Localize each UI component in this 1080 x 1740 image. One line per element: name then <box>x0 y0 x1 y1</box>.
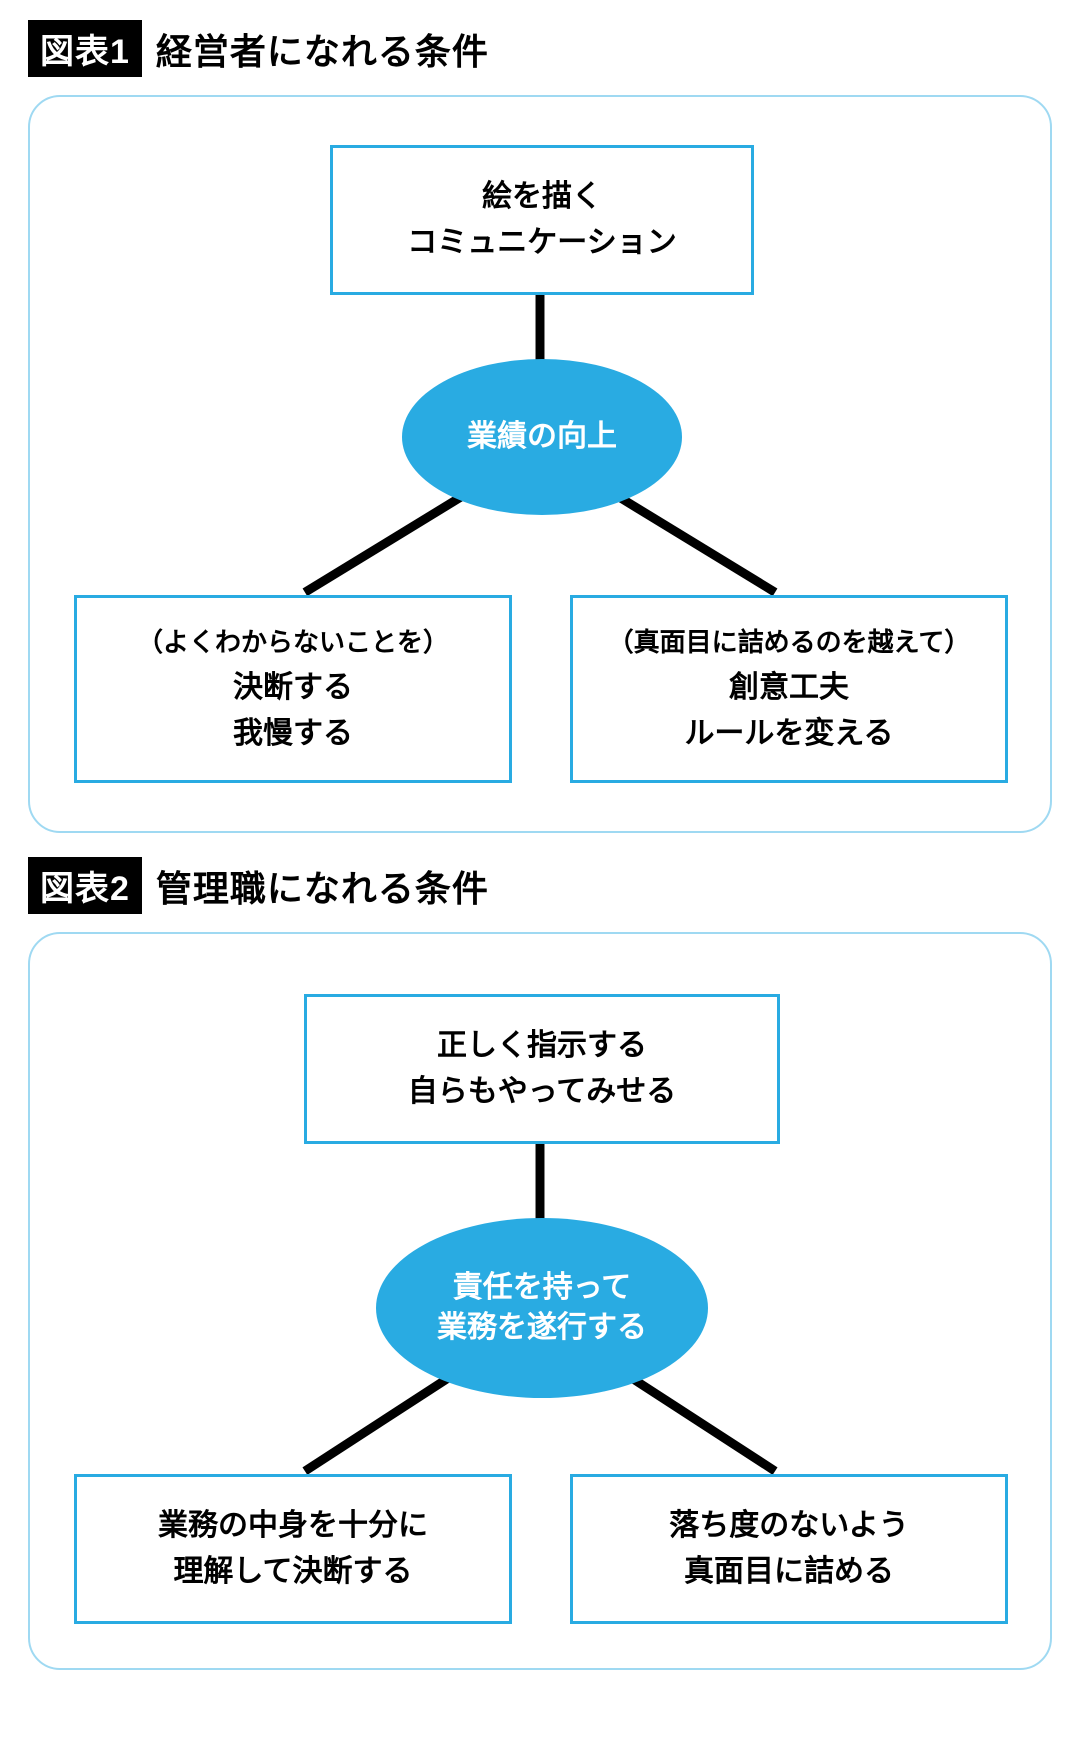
connector-line <box>305 489 474 592</box>
figure-block-1: 図表1 経営者になれる条件業績の向上 絵を描くコミュニケーション （よくわからないこと… <box>28 20 1052 833</box>
figure-badge: 図表1 <box>28 20 142 77</box>
figure-header: 図表2 管理職になれる条件 <box>28 857 1052 914</box>
figure-block-2: 図表2 管理職になれる条件責任を持って業務を遂行する 正しく指示する自らもやってみせ… <box>28 857 1052 1670</box>
node-text-line: 真面目に詰める <box>684 1549 894 1596</box>
connector-line <box>616 1368 775 1471</box>
node-box-left: （よくわからないことを）決断する我慢する <box>74 595 512 783</box>
connector-line <box>606 489 775 592</box>
node-text-line: 絵を描く <box>482 174 602 221</box>
node-text-line: 落ち度のないよう <box>669 1503 908 1550</box>
center-ellipse: 責任を持って業務を遂行する <box>376 1218 708 1398</box>
node-paren-text: （よくわからないことを） <box>137 620 449 664</box>
node-text-line: 理解して決断する <box>173 1549 412 1596</box>
node-text-line: 自らもやってみせる <box>408 1069 677 1116</box>
node-box-left: 業務の中身を十分に理解して決断する <box>74 1474 512 1624</box>
ellipse-label: 責任を持って <box>453 1268 632 1309</box>
node-box-top: 正しく指示する自らもやってみせる <box>304 994 780 1144</box>
connector-line <box>305 1368 464 1471</box>
diagram-panel: 業績の向上 絵を描くコミュニケーション （よくわからないことを）決断する我慢する （真… <box>28 95 1052 833</box>
node-text-line: 創意工夫 <box>729 665 849 712</box>
node-box-right: （真面目に詰めるのを越えて）創意工夫ルールを変える <box>570 595 1008 783</box>
figure-header: 図表1 経営者になれる条件 <box>28 20 1052 77</box>
figure-title: 管理職になれる条件 <box>156 860 489 912</box>
center-ellipse: 業績の向上 <box>402 359 682 515</box>
node-text-line: 我慢する <box>233 711 353 758</box>
ellipse-label: 業績の向上 <box>467 417 617 458</box>
node-text-line: 業務の中身を十分に <box>158 1503 428 1550</box>
diagram-panel: 責任を持って業務を遂行する 正しく指示する自らもやってみせる業務の中身を十分に理解… <box>28 932 1052 1670</box>
node-box-top: 絵を描くコミュニケーション <box>330 145 754 295</box>
node-box-right: 落ち度のないよう真面目に詰める <box>570 1474 1008 1624</box>
node-text-line: 決断する <box>233 665 353 712</box>
figure-title: 経営者になれる条件 <box>156 23 489 75</box>
node-text-line: 正しく指示する <box>437 1023 647 1070</box>
node-paren-text: （真面目に詰めるのを越えて） <box>608 620 971 664</box>
node-text-line: ルールを変える <box>684 711 893 758</box>
figure-badge: 図表2 <box>28 857 142 914</box>
node-text-line: コミュニケーション <box>407 220 676 267</box>
ellipse-label: 業務を遂行する <box>437 1308 647 1349</box>
